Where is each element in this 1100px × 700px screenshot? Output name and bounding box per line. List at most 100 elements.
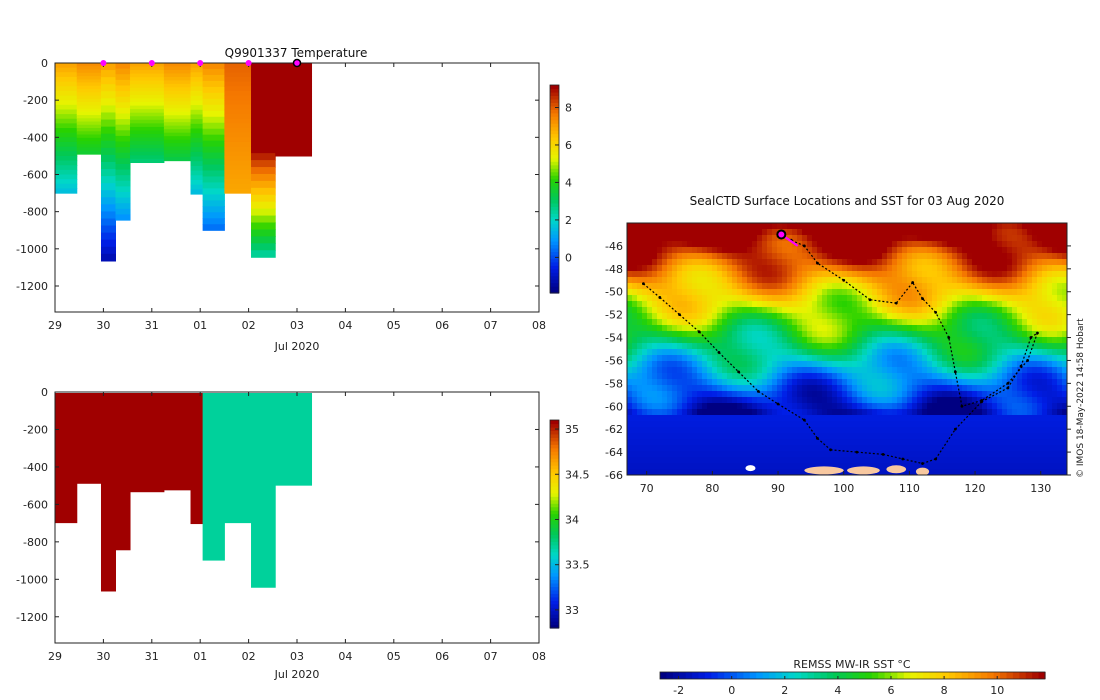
sst-cell <box>1062 403 1067 410</box>
sst-cell <box>897 427 903 434</box>
sst-cell <box>797 265 803 272</box>
sst-cell <box>632 457 638 464</box>
sst-cell <box>1042 409 1048 416</box>
sst-cell <box>742 259 748 266</box>
sst-cell <box>1012 397 1018 404</box>
sst-cell <box>652 463 658 470</box>
temperature-cell <box>224 81 252 87</box>
sst-cell <box>852 427 858 434</box>
temperature-cell <box>115 85 131 92</box>
sst-cell <box>1032 265 1038 272</box>
sst-cell <box>817 439 823 446</box>
sst-cell <box>632 355 638 362</box>
sst-cell <box>747 349 753 356</box>
sst-cell <box>702 469 708 475</box>
sst-cell <box>777 355 783 362</box>
sst-cell <box>912 463 918 470</box>
sst-cell <box>877 379 883 386</box>
sst-cell <box>632 415 638 422</box>
sst-cell <box>1052 421 1058 428</box>
sst-cell <box>757 253 763 260</box>
sst-cell <box>932 343 938 350</box>
sst-cell <box>777 307 783 314</box>
sst-cell <box>1007 403 1013 410</box>
sst-cell <box>632 277 638 284</box>
temperature-colorbar-swatch <box>550 272 559 277</box>
sst-cell <box>922 391 928 398</box>
temperature-cell <box>76 76 102 80</box>
sst-cell <box>667 319 673 326</box>
temperature-cell <box>115 124 131 131</box>
sst-cell <box>637 289 643 296</box>
sst-cell <box>677 349 683 356</box>
sst-cell <box>922 379 928 386</box>
sst-cell <box>787 331 793 338</box>
sst-cell <box>812 331 818 338</box>
sst-cell <box>782 283 788 290</box>
sst-cell <box>1047 427 1053 434</box>
sst-cell <box>982 283 988 290</box>
temperature-cell <box>251 90 276 99</box>
temperature-cell <box>115 102 131 109</box>
sst-cell <box>667 373 673 380</box>
sst-cell <box>732 343 738 350</box>
sst-cell <box>677 271 683 278</box>
sst-cell <box>717 445 723 452</box>
sst-cell <box>887 235 893 242</box>
temperature-colorbar-tick-label: 2 <box>565 214 572 227</box>
sst-cell <box>677 259 683 266</box>
surfacing-marker <box>245 60 252 66</box>
sst-cell <box>937 349 943 356</box>
sst-cell <box>912 283 918 290</box>
sst-cell <box>877 307 883 314</box>
sst-cell <box>717 457 723 464</box>
sst-cell <box>727 373 733 380</box>
temperature-cell <box>275 145 313 150</box>
sst-cell <box>787 223 793 230</box>
sst-cell <box>727 469 733 475</box>
sst-cell <box>662 319 668 326</box>
sst-cell <box>1057 271 1063 278</box>
sst-cell <box>787 433 793 440</box>
sst-cell <box>977 451 983 458</box>
sst-cell <box>872 385 878 392</box>
sst-cell <box>742 235 748 242</box>
sst-cell <box>862 421 868 428</box>
sst-cell <box>1042 427 1048 434</box>
sst-cell <box>657 403 663 410</box>
temperature-cell <box>76 105 102 110</box>
temperature-colorbar-swatch <box>550 133 559 138</box>
sst-cell <box>1037 283 1043 290</box>
sst-cell <box>687 241 693 248</box>
sst-cell <box>782 445 788 452</box>
sst-cell <box>1062 433 1067 440</box>
salinity-cell <box>190 393 204 525</box>
sst-cell <box>642 451 648 458</box>
sst-cell <box>982 385 988 392</box>
sst-cell <box>822 343 828 350</box>
sst-cell <box>692 229 698 236</box>
sst-cell <box>897 361 903 368</box>
sst-cell <box>722 265 728 272</box>
sst-cell <box>982 265 988 272</box>
sst-cell <box>967 427 973 434</box>
sst-cell <box>752 433 758 440</box>
sst-cell <box>987 283 993 290</box>
sst-cell <box>837 331 843 338</box>
sst-cell <box>1047 337 1053 344</box>
temperature-cell <box>190 67 204 73</box>
sst-cell <box>802 355 808 362</box>
sst-cell <box>712 469 718 475</box>
sst-cell <box>832 457 838 464</box>
sst-cell <box>842 427 848 434</box>
sst-cell <box>687 451 693 458</box>
sst-cell <box>867 277 873 284</box>
sst-cell <box>677 457 683 464</box>
salinity-colorbar-swatch <box>550 468 559 473</box>
sst-cell <box>767 403 773 410</box>
sst-cell <box>982 457 988 464</box>
temperature-cell <box>115 208 131 216</box>
sst-cell <box>707 223 713 230</box>
sst-cell <box>887 325 893 332</box>
sst-cell <box>937 469 943 475</box>
